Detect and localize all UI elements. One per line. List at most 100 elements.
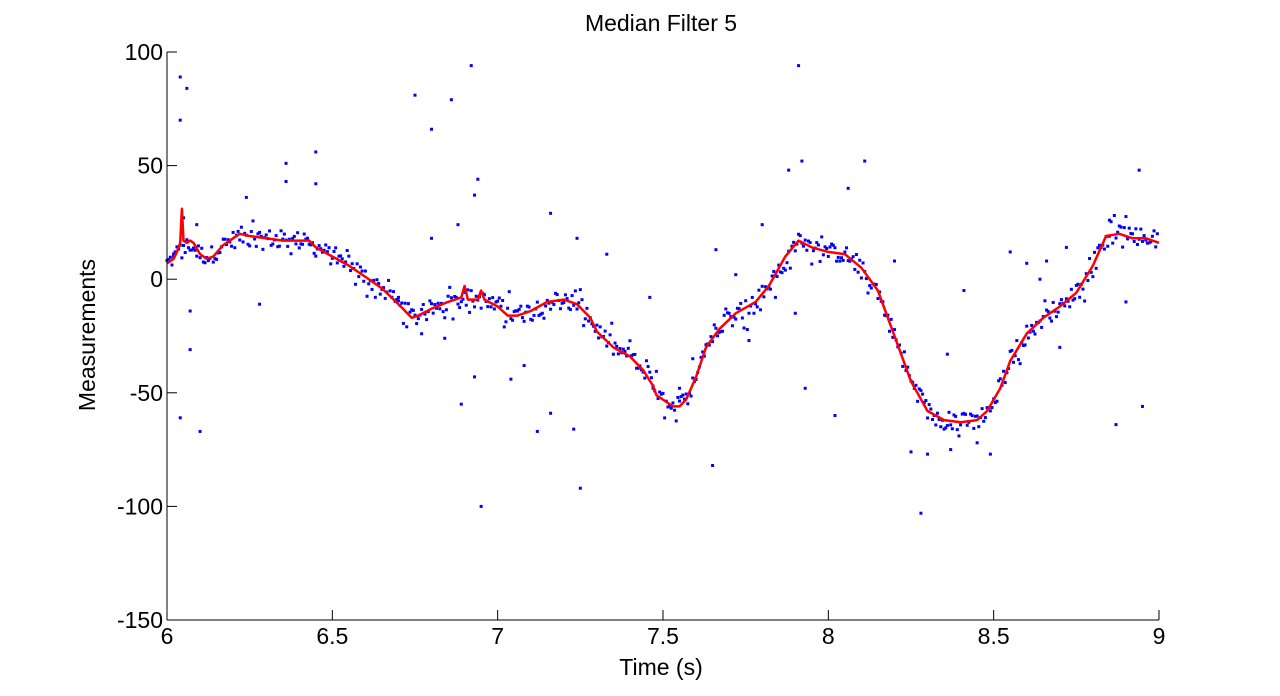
data-point [636, 366, 640, 370]
x-tick-label: 9 [1153, 623, 1166, 649]
data-point [501, 299, 505, 303]
data-point [935, 411, 939, 415]
data-point [182, 243, 186, 247]
data-point [420, 307, 424, 311]
data-point [605, 252, 609, 256]
data-point [231, 230, 235, 234]
data-point [848, 259, 852, 263]
data-point [773, 295, 777, 299]
data-point [618, 347, 622, 351]
data-point [1145, 241, 1149, 245]
data-point [623, 349, 627, 353]
data-point [324, 243, 328, 247]
data-point [287, 237, 291, 241]
data-point [522, 364, 526, 368]
data-point [301, 242, 305, 246]
data-point [1124, 300, 1128, 304]
data-point [479, 504, 483, 508]
data-point [970, 414, 974, 418]
data-point [408, 310, 412, 314]
x-tick-labels: 6 6.5 7 7.5 8 8.5 9 [161, 623, 1166, 649]
data-point [919, 388, 923, 392]
data-point [170, 263, 174, 267]
data-point [1149, 240, 1153, 244]
data-point [188, 248, 192, 252]
data-point [373, 295, 377, 299]
data-point [383, 296, 387, 300]
data-point [866, 291, 870, 295]
data-point [631, 353, 635, 357]
data-point [244, 195, 248, 199]
data-point [190, 248, 194, 252]
data-point [909, 450, 913, 454]
data-point [542, 316, 546, 320]
plot-area [167, 52, 1159, 620]
data-point [934, 423, 938, 427]
data-point [246, 242, 250, 246]
data-point [1008, 250, 1012, 254]
data-point [358, 265, 362, 269]
data-point [413, 93, 417, 97]
data-point [646, 365, 650, 369]
data-point [537, 313, 541, 317]
data-point [856, 270, 860, 274]
data-point [1003, 381, 1007, 385]
data-point [864, 277, 868, 281]
data-point [1068, 305, 1072, 309]
data-point [411, 308, 415, 312]
data-point [363, 269, 367, 273]
data-point [937, 417, 941, 421]
data-point [474, 294, 478, 298]
data-point [615, 344, 619, 348]
data-point [522, 319, 526, 323]
data-point [428, 299, 432, 303]
data-point [388, 289, 392, 293]
data-point [1054, 315, 1058, 319]
data-point [453, 295, 457, 299]
data-point [711, 340, 715, 344]
data-point [282, 232, 286, 236]
data-point [525, 304, 529, 308]
data-point [840, 256, 844, 260]
data-point [892, 259, 896, 263]
data-point [284, 161, 288, 165]
data-point [793, 311, 797, 315]
data-point [1040, 325, 1044, 329]
data-point [421, 303, 425, 307]
data-point [964, 412, 968, 416]
data-point [1021, 343, 1025, 347]
data-point [768, 287, 772, 291]
data-point [330, 256, 334, 260]
data-point [468, 310, 472, 314]
data-point [1114, 236, 1118, 240]
data-point [529, 317, 533, 321]
data-point [891, 335, 895, 339]
data-point [988, 409, 992, 413]
data-point [535, 429, 539, 433]
data-point [492, 307, 496, 311]
data-point [772, 269, 776, 273]
data-point [279, 229, 283, 233]
data-point [608, 333, 612, 337]
data-point [785, 261, 789, 265]
data-point [755, 305, 759, 309]
data-point [902, 350, 906, 354]
data-point [430, 302, 434, 306]
data-point [701, 350, 705, 354]
data-point [314, 254, 318, 258]
data-point [851, 255, 855, 259]
scatter-layer [165, 64, 1159, 515]
data-point [350, 262, 354, 266]
x-tick-label: 7 [491, 623, 504, 649]
data-point [707, 343, 711, 347]
data-point [649, 376, 653, 380]
data-point [803, 386, 807, 390]
data-point [377, 282, 381, 286]
data-point [985, 406, 989, 410]
data-point [603, 329, 607, 333]
data-point [291, 236, 295, 240]
data-point [243, 231, 247, 235]
data-point [188, 348, 192, 352]
data-point [582, 324, 586, 328]
data-point [1035, 320, 1039, 324]
